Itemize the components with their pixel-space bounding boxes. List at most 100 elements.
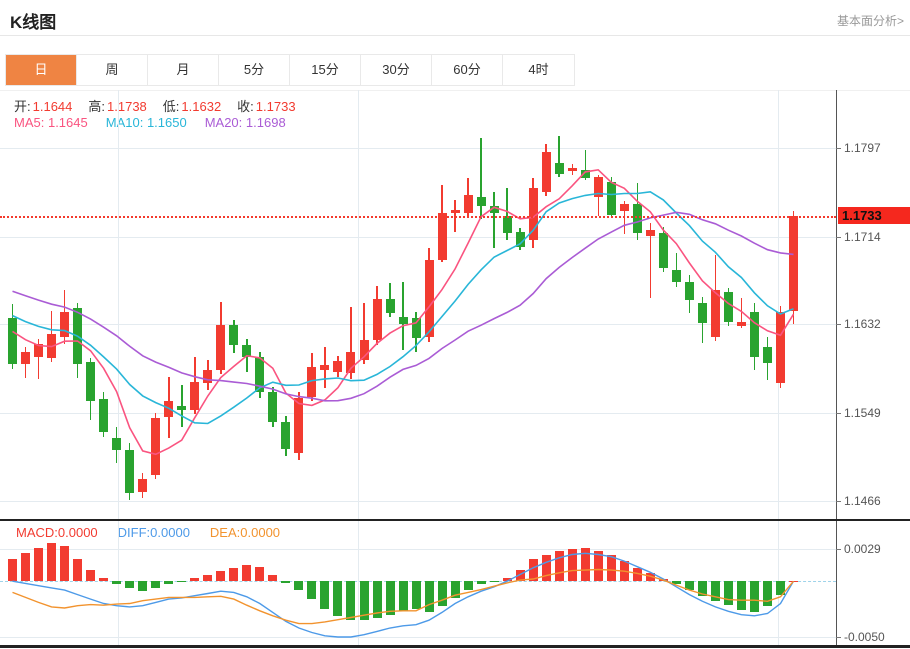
tab-period-6[interactable]: 30分 [361, 55, 432, 85]
candle-body [710, 289, 720, 337]
axis-tick-label: 1.1714 [844, 229, 881, 244]
candle-body [567, 168, 577, 172]
candle-body [151, 417, 161, 476]
macd-histogram-bar [528, 558, 538, 582]
macd-legend: MACD:0.0000 DIFF:0.0000 DEA:0.0000 [16, 525, 280, 540]
last-price-badge: 1.1733 [838, 207, 910, 225]
macd-histogram-bar [385, 581, 395, 615]
candle-body [372, 299, 382, 340]
tab-period-8[interactable]: 4时 [503, 55, 574, 85]
fundamental-analysis-link[interactable]: 基本面分析> [836, 14, 904, 28]
candle-body [60, 312, 70, 337]
candle-body [359, 340, 369, 361]
macd-histogram-bar [125, 581, 135, 588]
tab-period-1[interactable]: 日 [6, 55, 77, 85]
macd-histogram-bar [567, 548, 577, 582]
candle-body [789, 216, 798, 312]
gridline-h [0, 236, 836, 238]
candle-wick [480, 138, 482, 220]
candle-body [554, 162, 564, 174]
candle-body [34, 344, 43, 357]
macd-histogram-bar [151, 581, 161, 588]
diff-value: DIFF:0.0000 [117, 525, 190, 540]
macd-histogram-bar [333, 581, 343, 616]
candlestick-chart[interactable] [0, 90, 836, 519]
candle-body [307, 366, 317, 398]
axis-tick [836, 637, 841, 638]
candle-body [437, 213, 447, 260]
macd-histogram-bar [307, 581, 317, 599]
candle-body [658, 233, 668, 269]
candle-body [346, 351, 356, 373]
tab-period-4[interactable]: 5分 [219, 55, 290, 85]
gridline-h [0, 548, 836, 550]
macd-chart[interactable] [0, 521, 836, 647]
macd-histogram-bar [710, 581, 720, 602]
candle-body [723, 292, 733, 322]
candle-body [320, 364, 330, 370]
macd-histogram-bar [437, 581, 447, 606]
axis-tick-label: 1.1632 [844, 317, 881, 331]
macd-histogram-bar [502, 577, 512, 582]
macd-histogram-bar [99, 577, 109, 582]
macd-histogram-bar [593, 551, 603, 582]
gridline-h [0, 412, 836, 414]
macd-histogram-bar [763, 581, 772, 606]
macd-histogram-bar [359, 581, 369, 621]
candle-body [47, 333, 57, 359]
tab-period-5[interactable]: 15分 [290, 55, 361, 85]
macd-histogram-bar [21, 553, 30, 582]
axis-tick [836, 501, 841, 502]
candle-body [476, 197, 486, 206]
gridline-h [0, 148, 836, 149]
ma-legend: MA5: 1.1645 MA10: 1.1650 MA20: 1.1698 [14, 115, 286, 130]
macd-histogram-bar [47, 543, 57, 582]
candle-body [619, 203, 629, 211]
candle-body [242, 345, 252, 357]
axis-tick-label: 1.1797 [844, 141, 881, 155]
candle-body [203, 369, 213, 383]
tab-period-3[interactable]: 月 [148, 55, 219, 85]
macd-histogram-bar [112, 581, 122, 585]
candle-body [112, 438, 122, 450]
macd-histogram-bar [697, 581, 707, 596]
macd-histogram-bar [632, 567, 642, 582]
macd-histogram-bar [450, 581, 460, 598]
axis-tick [836, 236, 841, 238]
macd-histogram-bar [776, 581, 785, 595]
macd-histogram-bar [658, 579, 668, 582]
candle-body [528, 187, 538, 240]
page-title: K线图 [10, 13, 57, 32]
gridline-v [358, 90, 359, 519]
last-price-line [0, 216, 836, 219]
candle-body [99, 398, 109, 432]
price-axis-border [836, 90, 837, 647]
candle-body [489, 205, 499, 214]
candle-body [502, 216, 512, 234]
axis-tick-label: 1.1549 [844, 405, 881, 420]
candle-body [424, 260, 434, 337]
candle-body [632, 203, 642, 234]
macd-histogram-bar [203, 574, 213, 582]
macd-histogram-bar [229, 567, 239, 582]
gridline-v [778, 90, 779, 519]
candle-wick [558, 136, 560, 177]
candle-body [190, 381, 200, 411]
candle-body [8, 317, 17, 365]
candle-body [86, 362, 96, 401]
candle-body [216, 325, 226, 370]
candle-body [593, 176, 603, 198]
macd-histogram-bar [268, 574, 278, 582]
axis-tick [836, 148, 841, 149]
tab-period-2[interactable]: 周 [77, 55, 148, 85]
macd-histogram-bar [398, 581, 408, 612]
macd-histogram-bar [541, 554, 551, 582]
macd-histogram-bar [86, 570, 96, 582]
open-value: 开: 1.1644 [14, 99, 73, 114]
candle-body [21, 351, 30, 365]
candle-body [268, 392, 278, 423]
macd-histogram-bar [138, 581, 148, 592]
tab-period-7[interactable]: 60分 [432, 55, 503, 85]
macd-histogram-bar [346, 581, 356, 621]
